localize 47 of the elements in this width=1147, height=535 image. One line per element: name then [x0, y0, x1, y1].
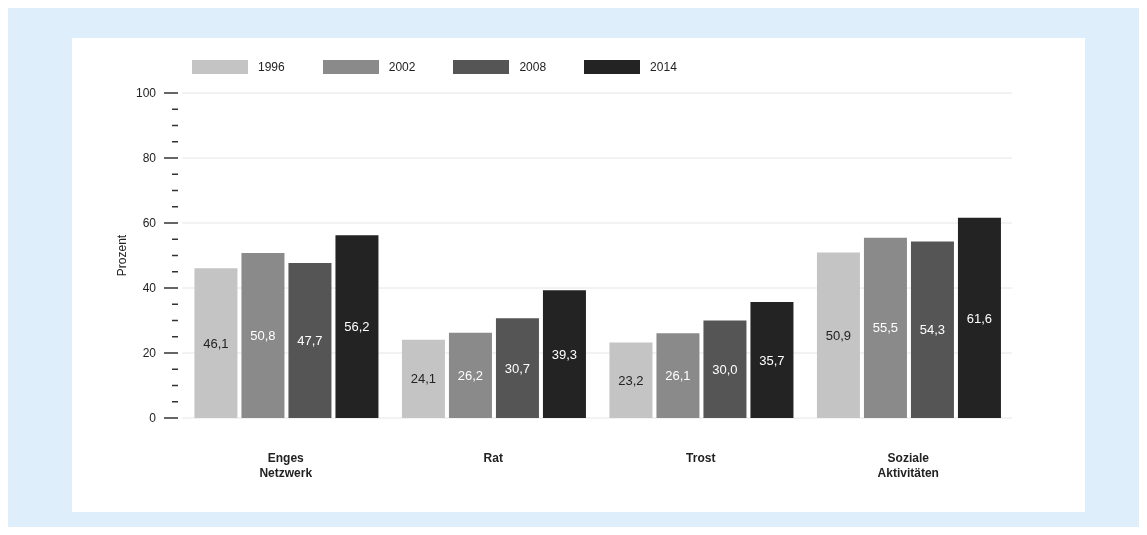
bar	[495, 318, 539, 418]
x-tick-label: Enges Netzwerk	[259, 451, 313, 480]
y-tick-label: 40	[142, 281, 157, 295]
legend-label: 2002	[388, 60, 416, 74]
y-axis-title: Prozent	[115, 234, 130, 277]
data-label: 23,2	[618, 372, 644, 388]
bar	[288, 262, 332, 418]
data-label: 26,1	[665, 368, 691, 384]
y-tick-label: 0	[149, 411, 157, 425]
bar	[910, 241, 954, 418]
data-label: 47,7	[297, 333, 323, 349]
y-tick-label: 60	[142, 216, 157, 230]
data-label: 61,6	[966, 310, 993, 326]
bar	[656, 333, 700, 418]
y-tick-label: 20	[142, 346, 157, 360]
bar	[703, 320, 747, 418]
data-label: 24,1	[410, 371, 437, 387]
data-label: 30,0	[712, 361, 738, 377]
data-label: 54,3	[919, 322, 946, 338]
bar	[241, 252, 285, 418]
bar	[609, 342, 653, 418]
y-tick-label: 80	[142, 151, 157, 165]
bar	[335, 235, 379, 418]
bar	[816, 252, 860, 418]
data-label: 56,2	[344, 319, 370, 335]
bar	[750, 301, 794, 418]
bar	[194, 268, 238, 418]
bar	[542, 290, 586, 418]
data-label: 55,5	[872, 320, 899, 336]
data-label: 39,3	[551, 346, 578, 362]
bar	[448, 332, 492, 418]
legend-label: 2008	[519, 60, 547, 74]
x-tick-label: Rat	[483, 451, 503, 465]
data-label: 30,7	[504, 360, 531, 376]
data-label: 50,9	[825, 327, 852, 343]
legend-label: 2014	[650, 60, 677, 74]
data-label: 50,8	[250, 328, 276, 344]
bar	[863, 237, 907, 418]
bar	[401, 339, 445, 418]
data-label: 26,2	[457, 368, 484, 384]
legend-label: 1996	[258, 60, 285, 74]
y-tick-label: 100	[135, 86, 157, 100]
data-label: 35,7	[759, 352, 785, 368]
data-label: 46,1	[203, 335, 229, 351]
x-tick-label: Soziale Aktivitäten	[877, 451, 939, 480]
bar	[957, 217, 1001, 418]
x-tick-label: Trost	[686, 451, 716, 465]
